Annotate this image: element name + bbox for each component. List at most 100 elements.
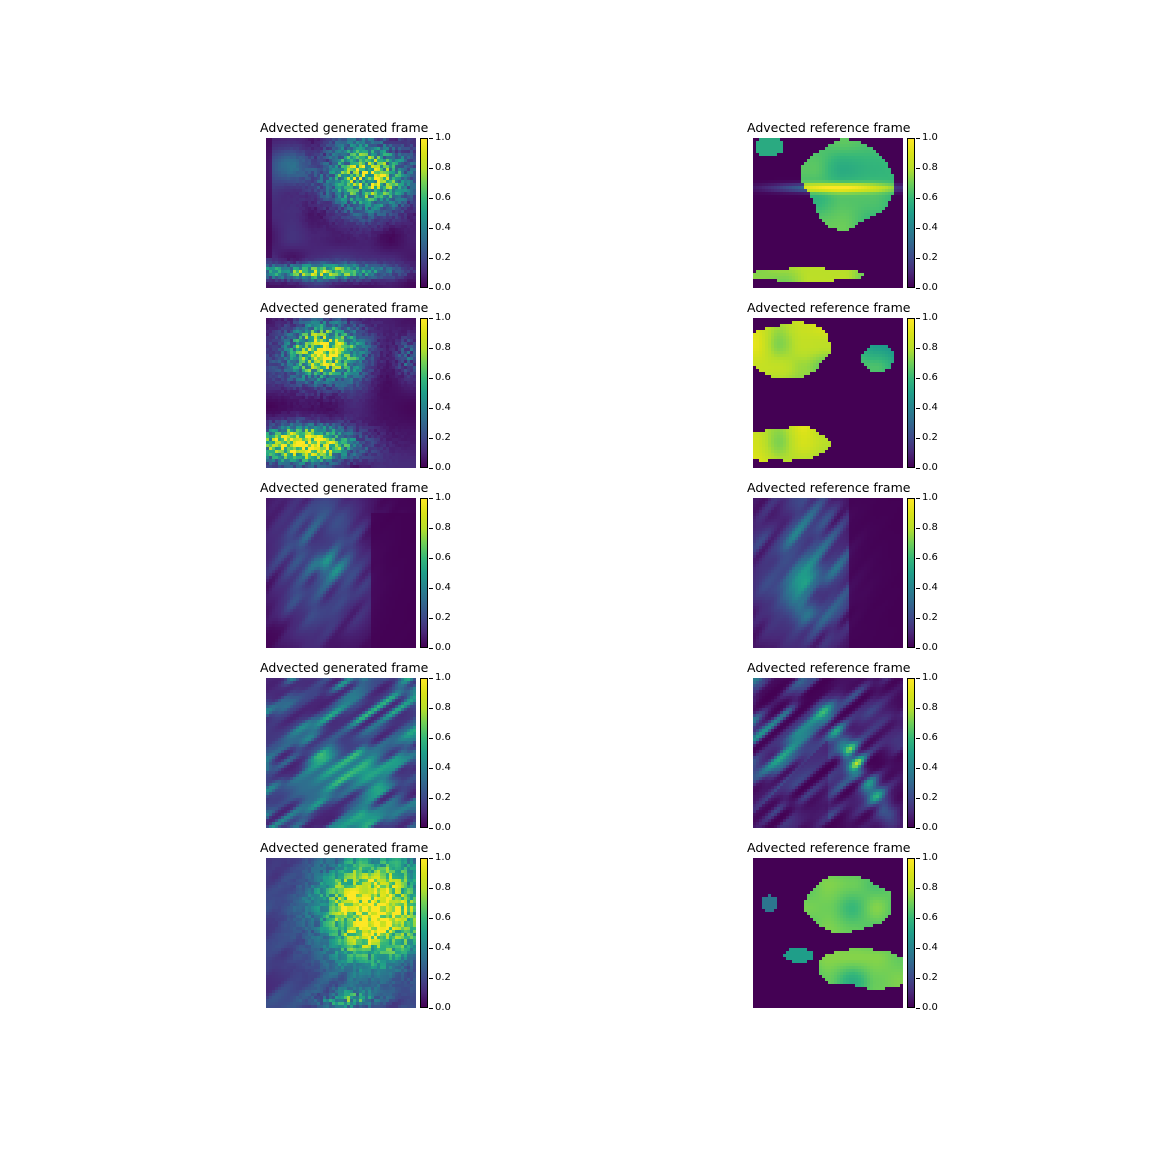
colorbar-tick [429,198,433,199]
colorbar-tick-label: 0.2 [435,793,451,803]
colorbar-tick-label: 0.6 [922,193,938,203]
heatmap-panel: Advected generated frame 0.0 0.2 0.4 0.6 0.8 1… [266,492,466,667]
colorbar-tick-label: 1.0 [922,493,938,503]
colorbar-tick [429,648,433,649]
colorbar-tick [916,948,920,949]
colorbar-tick-label: 1.0 [922,673,938,683]
colorbar-tick-label: 0.8 [922,703,938,713]
colorbar-tick [916,708,920,709]
heatmap-image [753,678,903,828]
colorbar-tick [916,438,920,439]
colorbar-tick-label: 0.0 [922,1003,938,1013]
colorbar-tick-label: 0.6 [435,193,451,203]
colorbar-tick [916,918,920,919]
colorbar-tick-label: 0.0 [922,283,938,293]
colorbar-tick-label: 0.4 [435,583,451,593]
colorbar-tick [429,828,433,829]
colorbar [907,318,915,468]
colorbar-tick [916,258,920,259]
colorbar-tick [916,618,920,619]
colorbar-tick [429,948,433,949]
heatmap-panel: Advected reference frame 0.0 0.2 0.4 0.6 0.8 1… [753,492,953,667]
colorbar-tick-label: 0.4 [922,403,938,413]
heatmap-panel: Advected generated frame 0.0 0.2 0.4 0.6 0.8 1… [266,672,466,847]
heatmap-image [266,498,416,648]
colorbar-tick-label: 0.0 [435,283,451,293]
heatmap-panel: Advected generated frame 0.0 0.2 0.4 0.6 0.8 1… [266,132,466,307]
colorbar-tick-label: 0.4 [435,403,451,413]
heatmap-image [753,498,903,648]
colorbar-tick-label: 0.8 [922,343,938,353]
heatmap-image [266,138,416,288]
colorbar-tick [916,768,920,769]
colorbar [907,678,915,828]
colorbar-tick-label: 1.0 [435,313,451,323]
colorbar-tick-label: 0.4 [922,223,938,233]
colorbar-tick [916,588,920,589]
colorbar-tick-label: 0.4 [922,583,938,593]
colorbar-tick-label: 0.2 [922,433,938,443]
heatmap-image [266,858,416,1008]
colorbar-tick [429,678,433,679]
colorbar-tick [429,528,433,529]
colorbar-tick [916,828,920,829]
colorbar-tick [429,498,433,499]
colorbar-tick [429,168,433,169]
colorbar-tick [916,798,920,799]
panel-title: Advected reference frame [747,660,910,675]
colorbar [420,138,428,288]
colorbar-tick-label: 0.0 [435,643,451,653]
colorbar-tick [916,288,920,289]
colorbar-tick [916,678,920,679]
colorbar-tick [916,498,920,499]
colorbar-tick [429,798,433,799]
colorbar-tick [429,228,433,229]
colorbar-tick-label: 0.4 [435,943,451,953]
colorbar-tick [916,468,920,469]
colorbar-tick [429,408,433,409]
colorbar-tick [429,708,433,709]
colorbar-tick-label: 1.0 [435,853,451,863]
colorbar-tick [916,228,920,229]
heatmap-panel: Advected reference frame 0.0 0.2 0.4 0.6 0.8 1… [753,852,953,1027]
colorbar-tick-label: 0.2 [435,613,451,623]
heatmap-panel: Advected generated frame 0.0 0.2 0.4 0.6 0.8 1… [266,852,466,1027]
panel-title: Advected reference frame [747,840,910,855]
heatmap-image [266,318,416,468]
colorbar-tick [429,468,433,469]
colorbar [907,498,915,648]
colorbar-tick-label: 0.6 [922,733,938,743]
colorbar-tick [916,1008,920,1009]
colorbar-tick [429,558,433,559]
colorbar-tick [429,738,433,739]
colorbar-tick [916,558,920,559]
colorbar-tick-label: 0.0 [435,1003,451,1013]
colorbar-tick [429,858,433,859]
heatmap-panel: Advected reference frame 0.0 0.2 0.4 0.6 0.8 1… [753,132,953,307]
colorbar-tick-label: 0.4 [435,763,451,773]
colorbar-tick [916,378,920,379]
colorbar-tick-label: 1.0 [922,853,938,863]
colorbar-tick-label: 0.4 [435,223,451,233]
colorbar-tick-label: 0.8 [922,883,938,893]
colorbar-tick-label: 0.6 [922,913,938,923]
colorbar-tick [916,408,920,409]
colorbar-tick-label: 0.4 [922,763,938,773]
colorbar-tick [429,318,433,319]
colorbar-tick [429,258,433,259]
colorbar-tick [429,1008,433,1009]
colorbar-tick [429,618,433,619]
colorbar-tick [429,588,433,589]
colorbar-tick [916,738,920,739]
colorbar-tick-label: 0.8 [435,703,451,713]
colorbar-tick-label: 0.8 [435,343,451,353]
panel-title: Advected reference frame [747,120,910,135]
colorbar-tick-label: 1.0 [435,673,451,683]
heatmap-panel: Advected reference frame 0.0 0.2 0.4 0.6 0.8 1… [753,672,953,847]
colorbar-tick-label: 0.4 [922,943,938,953]
colorbar-tick-label: 0.8 [435,523,451,533]
colorbar-tick-label: 0.2 [435,253,451,263]
panel-title: Advected generated frame [260,480,428,495]
colorbar-tick-label: 1.0 [922,133,938,143]
colorbar-tick-label: 0.6 [922,373,938,383]
